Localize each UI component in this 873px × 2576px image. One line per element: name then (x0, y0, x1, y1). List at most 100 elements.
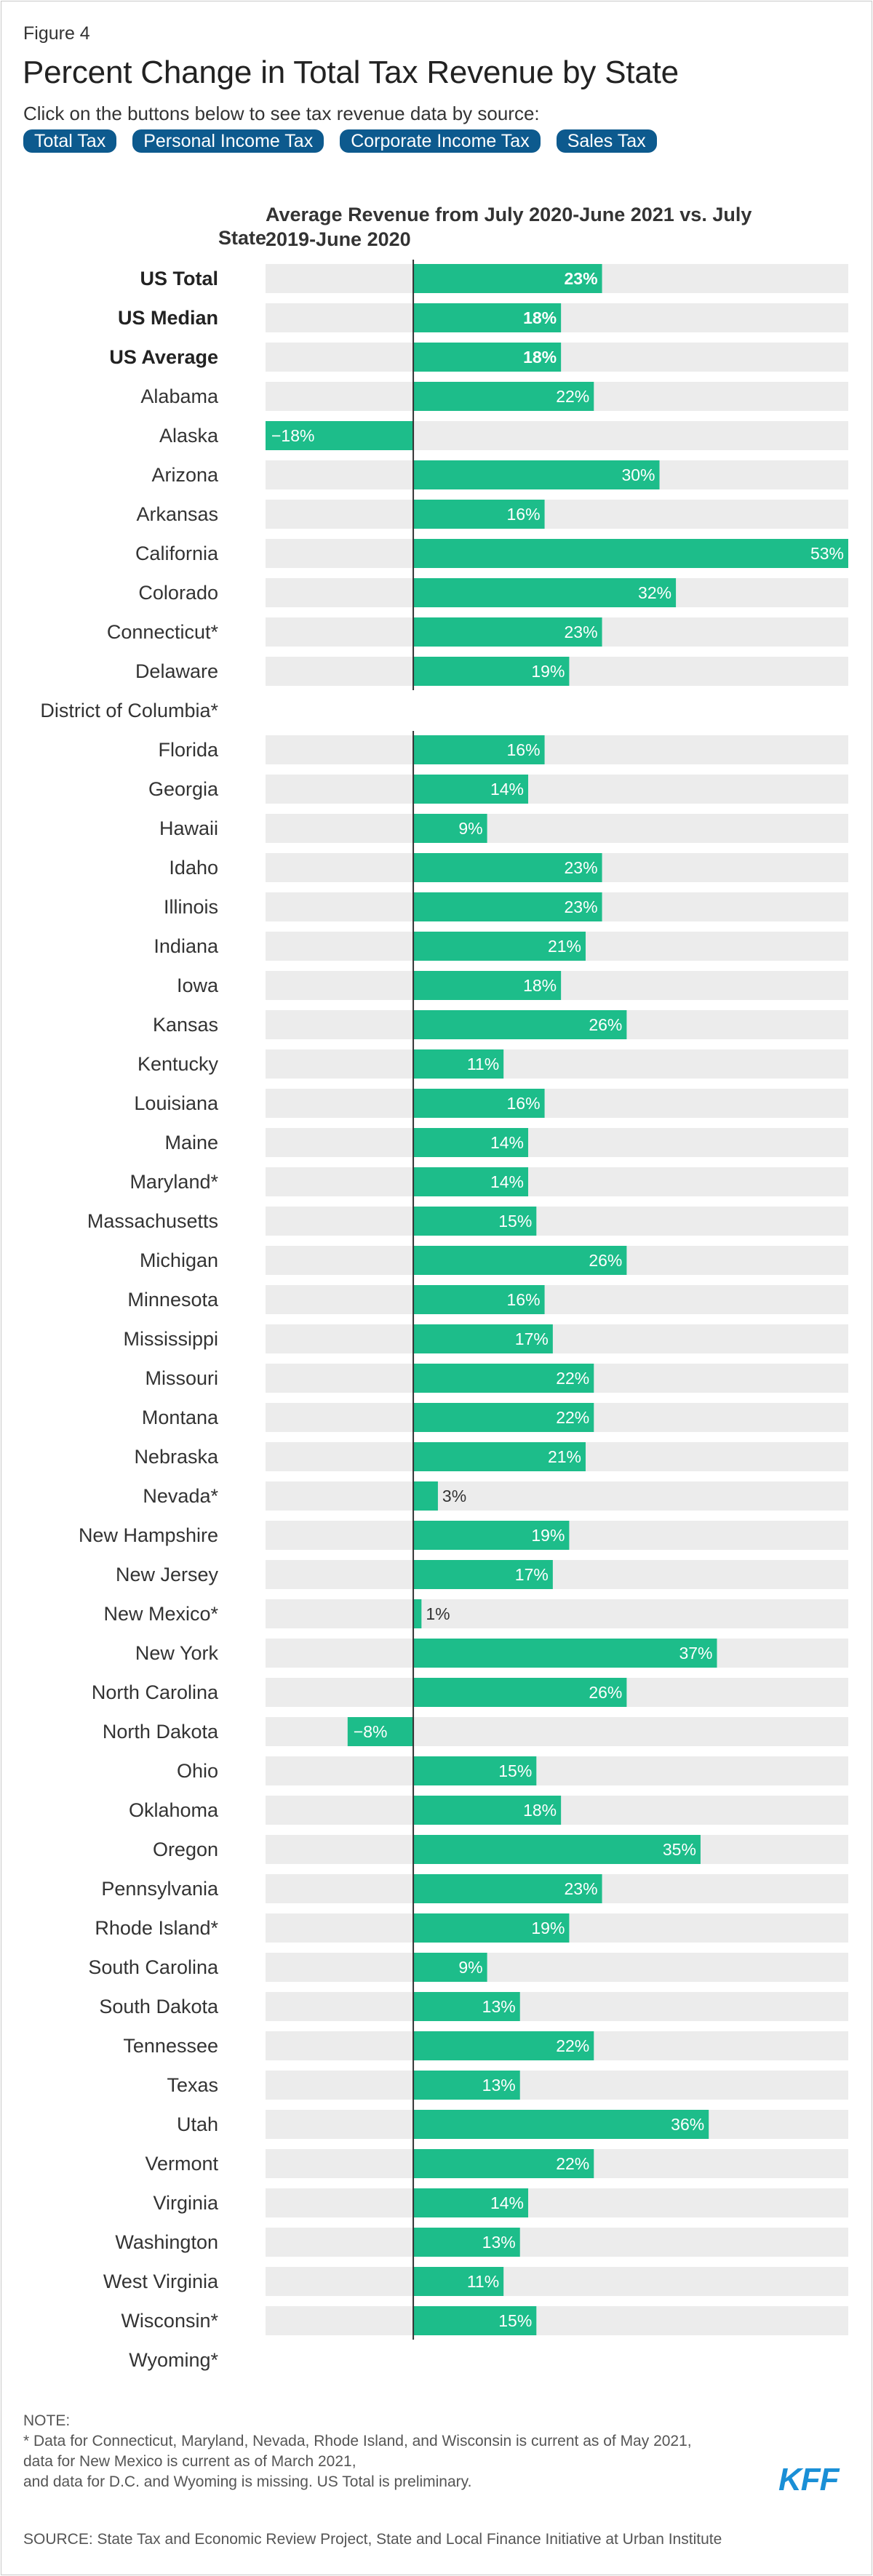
category-label-washington: Washington (115, 2231, 218, 2253)
value-label-new-jersey: 17% (515, 1565, 549, 1584)
bar-nebraska (413, 1442, 586, 1471)
bar-alaska (266, 421, 414, 450)
category-label-texas: Texas (167, 2074, 218, 2096)
value-label-florida: 16% (507, 740, 541, 759)
category-label-nevada: Nevada* (143, 1485, 218, 1507)
value-label-connecticut: 23% (565, 623, 598, 641)
bar-washington (413, 2228, 520, 2257)
value-label-new-mexico: 1% (426, 1604, 450, 1623)
category-label-minnesota: Minnesota (127, 1289, 219, 1311)
value-label-us-total: 23% (565, 269, 598, 288)
category-label-idaho: Idaho (169, 857, 218, 879)
bar-track-hawaii (266, 814, 848, 843)
category-label-massachusetts: Massachusetts (87, 1210, 218, 1232)
category-label-south-dakota: South Dakota (99, 1996, 219, 2017)
source-button-group: Total Tax Personal Income Tax Corporate … (23, 129, 657, 153)
bar-tennessee (413, 2031, 594, 2060)
bar-iowa (413, 971, 562, 1000)
bar-kansas (413, 1010, 627, 1039)
category-label-north-carolina: North Carolina (92, 1681, 219, 1703)
bar-oregon (413, 1835, 701, 1864)
value-label-alaska: −18% (271, 426, 314, 445)
bar-track-mississippi (266, 1324, 848, 1353)
category-label-iowa: Iowa (177, 975, 219, 996)
value-label-south-dakota: 13% (482, 1997, 516, 2016)
bar-north-dakota (347, 1717, 414, 1746)
category-label-rhode-island: Rhode Island* (95, 1917, 218, 1939)
category-label-arkansas: Arkansas (136, 503, 218, 525)
value-label-arkansas: 16% (507, 505, 541, 524)
category-label-michigan: Michigan (140, 1249, 218, 1271)
category-label-north-dakota: North Dakota (103, 1721, 219, 1743)
category-label-district-of-columbia: District of Columbia* (40, 700, 218, 721)
bar-arizona (413, 460, 660, 489)
value-label-maryland: 14% (490, 1172, 524, 1191)
category-label-colorado: Colorado (138, 582, 218, 604)
sales-tax-button[interactable]: Sales Tax (556, 129, 657, 153)
category-label-missouri: Missouri (145, 1367, 218, 1389)
category-label-maine: Maine (164, 1132, 218, 1153)
value-label-north-carolina: 26% (589, 1683, 622, 1702)
bar-louisiana (413, 1089, 545, 1118)
bar-new-york (413, 1639, 717, 1668)
category-label-florida: Florida (158, 739, 219, 761)
bar-colorado (413, 578, 677, 607)
value-label-nebraska: 21% (548, 1447, 581, 1466)
bar-track-ohio (266, 1756, 848, 1785)
bar-kentucky (413, 1049, 504, 1079)
value-label-delaware: 19% (531, 662, 565, 681)
bar-track-louisiana (266, 1089, 848, 1118)
value-label-virginia: 14% (490, 2193, 524, 2212)
bar-vermont (413, 2149, 594, 2178)
bar-track-nevada (266, 1481, 848, 1511)
series-header: Average Revenue from July 2020-June 2021… (266, 204, 752, 250)
category-label-illinois: Illinois (164, 896, 218, 918)
bar-new-mexico (413, 1599, 422, 1628)
category-label-connecticut: Connecticut* (107, 621, 219, 643)
value-label-michigan: 26% (589, 1251, 622, 1270)
value-label-west-virginia: 11% (467, 2272, 499, 2291)
bar-track-south-dakota (266, 1992, 848, 2021)
value-label-oklahoma: 18% (523, 1801, 557, 1820)
category-label-delaware: Delaware (135, 660, 218, 682)
bar-mississippi (413, 1324, 553, 1353)
bar-indiana (413, 932, 586, 961)
bar-ohio (413, 1756, 537, 1785)
bar-connecticut (413, 617, 602, 647)
value-label-ohio: 15% (498, 1761, 532, 1780)
bar-maryland (413, 1167, 529, 1196)
value-label-new-hampshire: 19% (531, 1526, 565, 1545)
category-label-california: California (135, 543, 219, 564)
bar-us-total (413, 264, 602, 293)
bar-rhode-island (413, 1913, 570, 1943)
category-label-pennsylvania: Pennsylvania (101, 1878, 219, 1900)
category-label-vermont: Vermont (145, 2153, 218, 2175)
notes-line: and data for D.C. and Wyoming is missing… (23, 2473, 472, 2490)
bar-new-jersey (413, 1560, 553, 1589)
value-label-washington: 13% (482, 2233, 516, 2252)
value-label-illinois: 23% (565, 897, 598, 916)
bar-nevada (413, 1481, 438, 1511)
bar-track-texas (266, 2071, 848, 2100)
corporate-income-tax-button[interactable]: Corporate Income Tax (340, 129, 541, 153)
value-label-hawaii: 9% (458, 819, 482, 838)
value-label-georgia: 14% (490, 780, 524, 799)
value-label-iowa: 18% (523, 976, 557, 995)
category-label-mississippi: Mississippi (123, 1328, 218, 1350)
category-label-new-hampshire: New Hampshire (79, 1524, 218, 1546)
kff-logo: KFF (778, 2462, 840, 2497)
category-label-hawaii: Hawaii (159, 817, 218, 839)
value-label-maine: 14% (490, 1133, 524, 1152)
bar-minnesota (413, 1285, 545, 1314)
value-label-indiana: 21% (548, 937, 581, 956)
total-tax-button[interactable]: Total Tax (23, 129, 117, 153)
chart-subtitle: Click on the buttons below to see tax re… (23, 103, 540, 124)
bar-california (413, 539, 848, 568)
category-label-us-median: US Median (118, 307, 218, 329)
personal-income-tax-button[interactable]: Personal Income Tax (132, 129, 324, 153)
bar-new-hampshire (413, 1521, 570, 1550)
value-label-mississippi: 17% (515, 1329, 549, 1348)
notes-heading: NOTE: (23, 2412, 71, 2429)
value-label-texas: 13% (482, 2076, 516, 2095)
bar-track-arkansas (266, 500, 848, 529)
